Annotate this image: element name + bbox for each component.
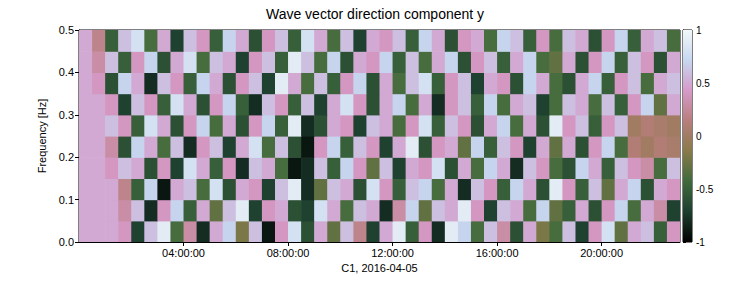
svg-text:0.5: 0.5 <box>696 78 710 89</box>
svg-text:20:00:00: 20:00:00 <box>580 247 623 259</box>
svg-text:0.1: 0.1 <box>59 194 74 206</box>
svg-text:0.2: 0.2 <box>59 151 74 163</box>
svg-text:0.4: 0.4 <box>59 66 74 78</box>
svg-text:0.3: 0.3 <box>59 109 74 121</box>
svg-text:0.5: 0.5 <box>59 24 74 36</box>
svg-text:-0.5: -0.5 <box>696 184 714 195</box>
svg-text:12:00:00: 12:00:00 <box>371 247 414 259</box>
svg-text:04:00:00: 04:00:00 <box>162 247 205 259</box>
svg-text:16:00:00: 16:00:00 <box>476 247 519 259</box>
svg-text:08:00:00: 08:00:00 <box>267 247 310 259</box>
svg-text:-1: -1 <box>696 237 705 248</box>
svg-text:Frequency [Hz]: Frequency [Hz] <box>36 99 48 174</box>
svg-text:1: 1 <box>696 25 702 36</box>
svg-text:C1, 2016-04-05: C1, 2016-04-05 <box>341 262 417 274</box>
svg-text:0: 0 <box>696 131 702 142</box>
svg-text:Wave vector direction componen: Wave vector direction component y <box>266 6 484 22</box>
svg-text:0.0: 0.0 <box>59 236 74 248</box>
